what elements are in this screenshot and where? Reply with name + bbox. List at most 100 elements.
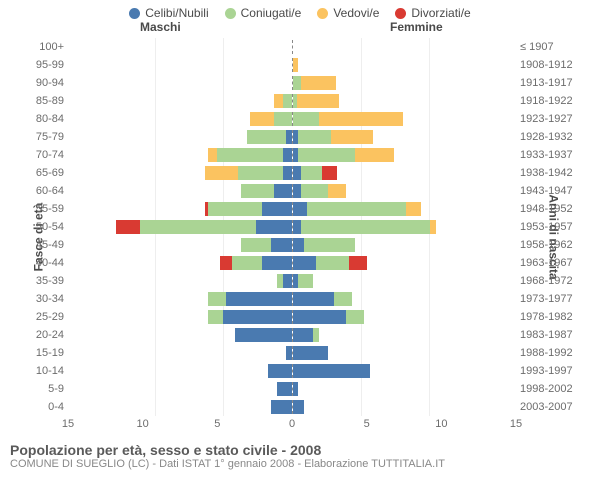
pyramid-row: 90-941913-1917 (18, 74, 582, 92)
bar-segment (293, 346, 329, 360)
bar-area (68, 130, 516, 144)
male-side (68, 148, 292, 162)
male-side (68, 274, 292, 288)
female-side (292, 328, 517, 342)
bar-segment (293, 292, 335, 306)
bar-area (68, 292, 516, 306)
age-label: 65-69 (18, 167, 68, 179)
bar-area (68, 364, 516, 378)
bar-segment (293, 238, 305, 252)
male-side (68, 364, 292, 378)
bar-segment (316, 256, 349, 270)
bar-segment (298, 148, 355, 162)
bar-segment (293, 76, 302, 90)
bar-segment (247, 130, 286, 144)
bar-area (68, 184, 516, 198)
male-side (68, 76, 292, 90)
age-label: 5-9 (18, 383, 68, 395)
pyramid-row: 30-341973-1977 (18, 290, 582, 308)
bar-segment (334, 292, 352, 306)
bar-segment (262, 202, 292, 216)
bar-segment (307, 202, 405, 216)
bar-segment (208, 148, 217, 162)
male-side (68, 112, 292, 126)
male-side (68, 130, 292, 144)
legend-label: Vedovi/e (333, 6, 379, 20)
legend: Celibi/NubiliConiugati/eVedovi/eDivorzia… (0, 0, 600, 20)
female-side (292, 58, 517, 72)
age-label: 55-59 (18, 203, 68, 215)
male-side (68, 238, 292, 252)
bar-segment (331, 130, 373, 144)
bar-segment (293, 220, 302, 234)
age-label: 20-24 (18, 329, 68, 341)
age-label: 85-89 (18, 95, 68, 107)
age-label: 0-4 (18, 401, 68, 413)
age-label: 10-14 (18, 365, 68, 377)
male-side (68, 166, 292, 180)
birth-year-label: 1993-1997 (516, 365, 582, 377)
pyramid-row: 60-641943-1947 (18, 182, 582, 200)
gender-headers: Maschi Femmine (0, 20, 600, 38)
bar-segment (293, 310, 347, 324)
legend-swatch (225, 8, 236, 19)
bar-segment (293, 400, 305, 414)
bar-segment (283, 94, 292, 108)
bar-segment (241, 238, 271, 252)
chart-footer: Popolazione per età, sesso e stato civil… (0, 436, 600, 470)
bar-segment (205, 166, 238, 180)
bar-area (68, 310, 516, 324)
bar-segment (293, 184, 302, 198)
bar-segment (274, 94, 283, 108)
bar-segment (293, 328, 314, 342)
bar-segment (298, 130, 331, 144)
age-label: 100+ (18, 41, 68, 53)
male-side (68, 202, 292, 216)
age-label: 30-34 (18, 293, 68, 305)
bar-area (68, 202, 516, 216)
birth-year-label: 1983-1987 (516, 329, 582, 341)
birth-year-label: 1988-1992 (516, 347, 582, 359)
legend-label: Coniugati/e (241, 6, 302, 20)
male-header: Maschi (140, 20, 181, 34)
male-side (68, 220, 292, 234)
male-side (68, 40, 292, 54)
pyramid-row: 45-491958-1962 (18, 236, 582, 254)
legend-swatch (395, 8, 406, 19)
birth-year-label: 1918-1922 (516, 95, 582, 107)
legend-swatch (317, 8, 328, 19)
male-side (68, 310, 292, 324)
x-tick-label: 10 (435, 418, 447, 430)
birth-year-label: 1948-1952 (516, 203, 582, 215)
legend-label: Celibi/Nubili (145, 6, 208, 20)
x-tick-label: 5 (214, 418, 220, 430)
birth-year-label: 1908-1912 (516, 59, 582, 71)
bar-segment (313, 328, 319, 342)
bar-segment (208, 202, 262, 216)
bar-segment (277, 382, 292, 396)
female-side (292, 202, 517, 216)
age-label: 60-64 (18, 185, 68, 197)
legend-item: Vedovi/e (317, 6, 379, 20)
bar-segment (262, 256, 292, 270)
bar-segment (293, 112, 320, 126)
bar-segment (256, 220, 292, 234)
bar-segment (430, 220, 436, 234)
female-side (292, 94, 517, 108)
pyramid-row: 65-691938-1942 (18, 164, 582, 182)
female-side (292, 166, 517, 180)
bar-area (68, 400, 516, 414)
bar-segment (271, 238, 292, 252)
bar-segment (293, 202, 308, 216)
bar-segment (238, 166, 283, 180)
age-label: 80-84 (18, 113, 68, 125)
birth-year-label: 1913-1917 (516, 77, 582, 89)
age-label: 75-79 (18, 131, 68, 143)
bar-segment (232, 256, 262, 270)
x-tick-label: 10 (137, 418, 149, 430)
bar-segment (301, 166, 322, 180)
male-side (68, 292, 292, 306)
male-side (68, 58, 292, 72)
birth-year-label: 1978-1982 (516, 311, 582, 323)
birth-year-label: ≤ 1907 (516, 41, 582, 53)
